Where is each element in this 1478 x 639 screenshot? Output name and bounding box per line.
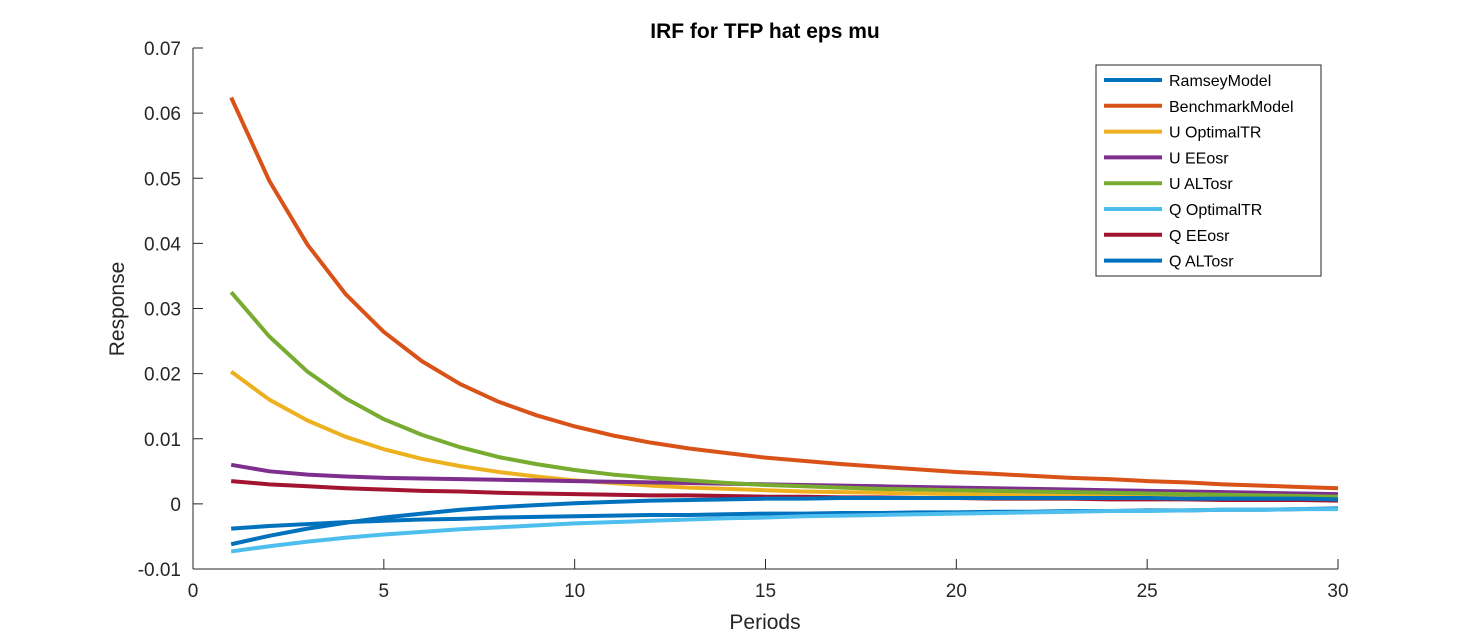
y-tick-label: 0	[170, 495, 181, 516]
legend-label: U ALTosr	[1169, 176, 1233, 193]
y-tick-label: 0.05	[144, 169, 181, 190]
y-tick-label: 0.07	[144, 39, 181, 60]
axes-lines	[192, 48, 1338, 570]
legend-label: Q OptimalTR	[1169, 202, 1262, 219]
x-axis-label: Periods	[729, 611, 800, 634]
chart-title: IRF for TFP hat eps mu	[650, 20, 879, 43]
legend-label: RamseyModel	[1169, 73, 1271, 90]
x-tick-label: 10	[564, 581, 585, 602]
y-tick-label: 0.03	[144, 300, 181, 321]
series-line-2	[229, 96, 1339, 491]
x-tick-label: 25	[1137, 581, 1158, 602]
legend-label: Q ALTosr	[1169, 254, 1234, 271]
y-tick-label: 0.01	[144, 430, 181, 451]
series-lines	[229, 96, 1339, 554]
series-line-6	[230, 507, 1338, 554]
x-tick-label: 0	[188, 581, 199, 602]
y-tick-label: 0.02	[144, 365, 181, 386]
legend-label: U EEosr	[1169, 150, 1229, 167]
x-tick-label: 20	[946, 581, 967, 602]
x-tick-label: 30	[1327, 581, 1348, 602]
axis-ticks: 0 5 10 15 20 25 30 -0.01 0 0.01 0.02 0.03 0.04 0.05 0.…	[138, 39, 1349, 602]
y-tick-label: -0.01	[138, 560, 181, 581]
series-line-8	[230, 496, 1339, 547]
x-tick-label: 5	[379, 581, 390, 602]
y-tick-label: 0.06	[144, 104, 181, 125]
series-line-5	[229, 290, 1339, 499]
legend-label: U OptimalTR	[1169, 125, 1261, 142]
legend: RamseyModel BenchmarkModel U OptimalTR U EE…	[1095, 64, 1322, 277]
y-axis-label: Response	[106, 262, 129, 357]
legend-box	[1095, 64, 1322, 277]
x-tick-label: 15	[755, 581, 776, 602]
legend-label: Q EEosr	[1169, 228, 1230, 245]
legend-label: BenchmarkModel	[1169, 99, 1294, 116]
y-tick-label: 0.04	[144, 234, 181, 255]
